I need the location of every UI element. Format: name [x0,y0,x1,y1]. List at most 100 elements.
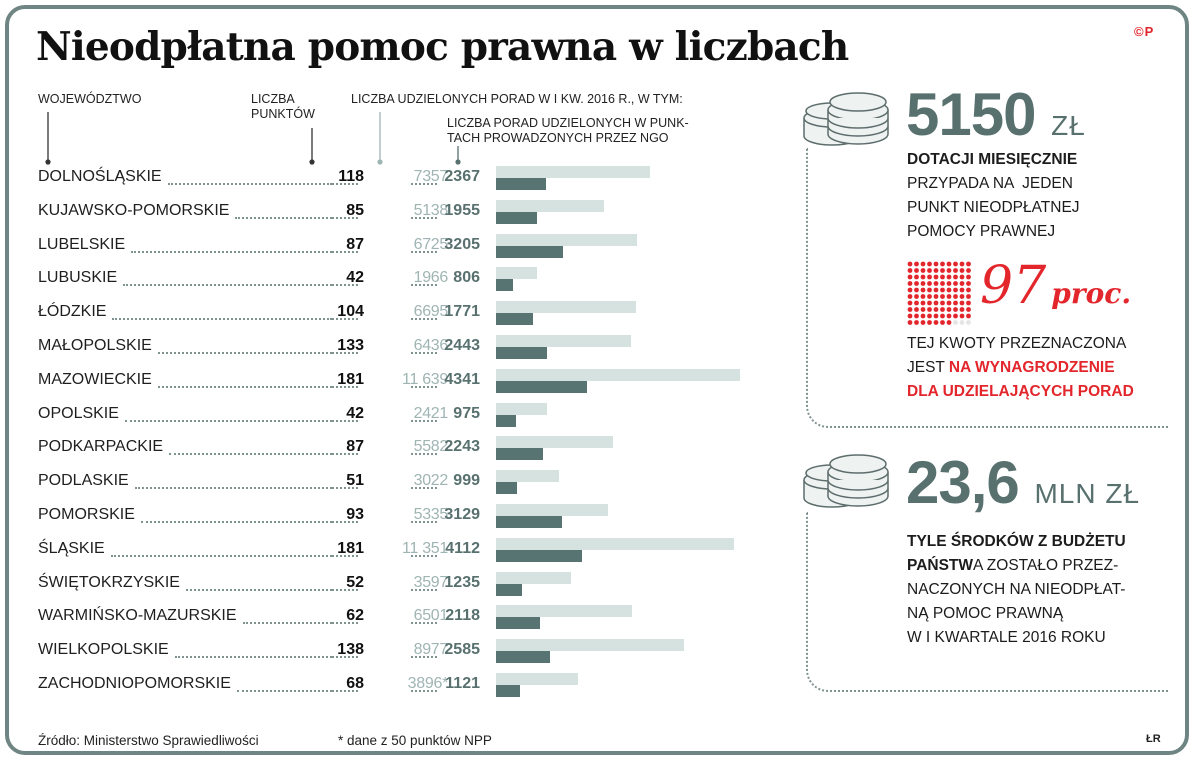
panel2-big-value: 23,6 [906,449,1020,516]
bar-ngo-advice [496,347,548,359]
percent-dot [959,294,965,299]
percent-dot [907,268,913,273]
percent-dot [940,294,945,299]
bar-total-advice [496,166,651,178]
leader-dots [112,318,332,321]
leader-dots [411,453,437,456]
percent-dot [933,300,939,306]
panel2-text: TYLE ŚRODKÓW Z BUDŻETU PAŃSTWA ZOSTAŁO P… [907,530,1126,650]
leader-dots [411,284,437,287]
footer-source: Źródło: Ministerstwo Sprawiedliwości [38,733,259,748]
leader-dots [332,183,358,185]
leader-dots [111,554,332,557]
leader-dots [332,656,358,659]
region-name: ZACHODNIOPOMORSKIE [38,675,231,692]
advice-total-label: 1966 [413,269,449,287]
percent-dot [959,300,965,306]
leader-dots [332,554,358,557]
panel2-line2a: PAŃSTW [907,557,974,574]
percent-dot [920,320,926,325]
leader-dots [332,385,358,388]
bar-group [496,233,796,258]
header-pointers [45,112,461,165]
region-name: WARMIŃSKO-MAZURSKIE [38,607,237,625]
region-name: ŁÓDZKIE [38,303,107,321]
percent-dot [914,268,919,273]
points-value: 118 [338,168,364,185]
percent-dot [914,294,919,299]
advice-ngo-label: 2118 [445,607,480,625]
points-value: 181 [337,370,364,388]
bar-ngo-advice [496,516,562,528]
panel2-line5: W I KWARTALE 2016 ROKU [907,629,1106,646]
bar-ngo-advice [496,211,537,224]
leader-dots [411,352,437,354]
percent-dot [966,281,971,286]
points-value: 52 [346,573,364,591]
percent-dot [920,300,926,306]
header-advice: LICZBA UDZIELONYCH PORAD W I KW. 2016 R.… [351,92,683,106]
panel1-percent-unit: proc. [1051,277,1132,310]
panel1-dotted-border [806,148,1168,428]
percent-dot [953,268,958,273]
page-title: Nieodpłatna pomoc prawna w liczbach [36,24,849,70]
bar-total-advice [496,470,560,483]
bar-group [496,571,796,596]
leader-dots [411,250,437,253]
leader-dots [168,183,332,185]
bar-group [496,402,796,427]
points-value: 68 [346,675,364,692]
bar-total-advice [496,199,604,212]
percent-dot [953,307,958,312]
advice-ngo-label: 1121 [445,675,480,692]
percent-dot [933,307,939,312]
panel2-line2b: A ZOSTAŁO PRZEZ- [973,557,1119,574]
bar-ngo-advice [496,313,534,326]
leader-dots [141,521,332,523]
percent-dot [920,274,926,280]
leader-dots [158,385,332,388]
panel1-line2: PRZYPADA NA JEDEN [907,175,1073,192]
percent-dot [927,300,932,306]
panel2-dotted-border [806,512,1168,692]
bar-group [496,639,796,664]
header-points-line2: PUNKTÓW [251,107,315,121]
leader-dots [411,216,437,219]
leader-dots [411,554,437,557]
region-name: PODLASKIE [38,472,129,490]
percent-dot [940,300,945,306]
leader-dots [235,216,332,219]
percent-dot [966,268,971,273]
advice-total-label: 6725 [413,235,449,253]
leader-dots [175,656,332,659]
infographic-frame [5,5,1189,755]
percent-dot [940,313,945,319]
region-name: MAŁOPOLSKIE [38,337,152,354]
advice-total-label: 8977 [413,641,449,659]
leader-dots [135,487,332,490]
points-value: 93 [346,506,364,523]
percent-dot [927,294,932,299]
percent-dot [946,294,952,299]
bar-total-advice [496,368,740,381]
percent-dot [953,294,958,299]
percent-dot [914,320,919,325]
leader-dots [186,588,332,591]
bar-group [496,335,796,359]
leader-dots [332,250,358,253]
advice-total-label: 3896* [407,675,449,692]
percent-dot [914,281,919,286]
bar-total-advice [496,673,578,685]
header-ngo-line2: TACH PROWADZONYCH PRZEZ NGO [447,131,669,145]
region-name: DOLNOŚLĄSKIE [38,168,162,185]
percent-dot [946,300,952,306]
bar-ngo-advice [496,617,541,630]
leader-dots [332,318,358,321]
percent-dot [920,268,926,273]
bar-group [496,368,796,393]
region-name: ŚLĄSKIE [38,539,105,557]
points-value: 51 [346,472,364,490]
leader-dots [332,352,358,354]
advice-total-label: 6695 [413,303,449,321]
bar-group [496,166,796,190]
